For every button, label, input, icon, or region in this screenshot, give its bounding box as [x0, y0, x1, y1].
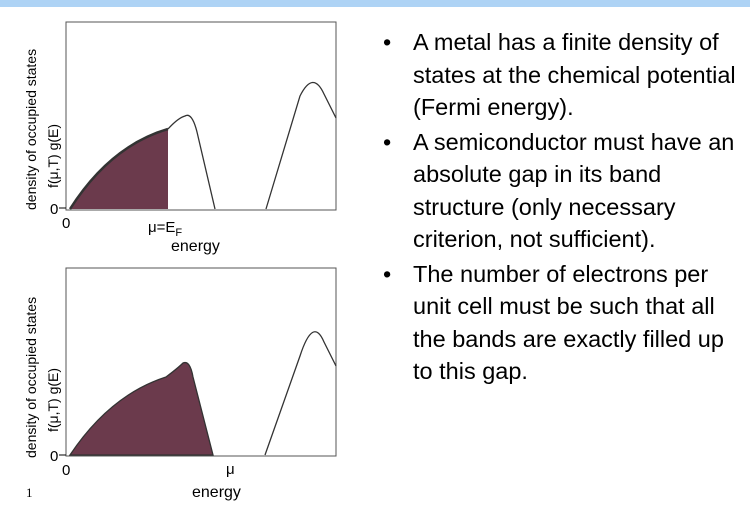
bullet-text: A semiconductor must have an absolute ga…	[413, 128, 735, 253]
top-mu-label: μ=EF	[148, 219, 182, 239]
top-occupied-area	[70, 129, 168, 209]
bullet-item-metal: • A metal has a finite density of states…	[380, 26, 740, 124]
bullet-text: A metal has a finite density of states a…	[413, 29, 736, 120]
top-band1-upper	[167, 114, 216, 210]
top-plot: density of occupied states f(μ,T) g(E) 0…	[23, 21, 337, 255]
top-y-zero-label: 0	[50, 201, 58, 218]
bottom-plot-frame	[65, 267, 337, 457]
top-ylabel-outer: density of occupied states	[23, 49, 39, 210]
bullet-dot-icon: •	[383, 29, 392, 55]
bullet-dot-icon: •	[383, 260, 392, 287]
bullet-item-semiconductor: • A semiconductor must have an absolute …	[380, 126, 740, 256]
bottom-y-zero-label: 0	[50, 448, 58, 465]
top-band2	[265, 81, 337, 210]
bottom-xlabel: energy	[192, 484, 241, 501]
bottom-ylabel-inner: f(μ,T) g(E)	[45, 368, 61, 432]
bottom-plot: density of occupied states f(μ,T) g(E) 0…	[23, 267, 337, 501]
bottom-band2	[264, 331, 337, 456]
bullet-text: The number of electrons per unit cell mu…	[413, 260, 724, 385]
top-xlabel: energy	[171, 238, 220, 255]
top-ylabel-inner: f(μ,T) g(E)	[45, 124, 61, 188]
bullet-list: • A metal has a finite density of states…	[380, 26, 740, 390]
bottom-x-zero-label: 0	[62, 462, 70, 479]
bottom-occupied-band	[68, 361, 214, 456]
top-filled-band-edge	[68, 127, 169, 210]
top-accent-bar	[0, 0, 750, 7]
bottom-ylabel-outer: density of occupied states	[23, 297, 39, 458]
bullet-dot-icon: •	[383, 128, 392, 155]
top-mu-label-sub: F	[175, 227, 182, 239]
bottom-mu-label: μ	[226, 461, 235, 478]
slide-number: 1	[26, 485, 33, 500]
top-plot-frame	[65, 21, 337, 211]
top-x-zero-label: 0	[62, 215, 70, 232]
bullet-item-electron-count: • The number of electrons per unit cell …	[380, 258, 740, 388]
top-mu-label-main: μ=E	[148, 219, 175, 236]
